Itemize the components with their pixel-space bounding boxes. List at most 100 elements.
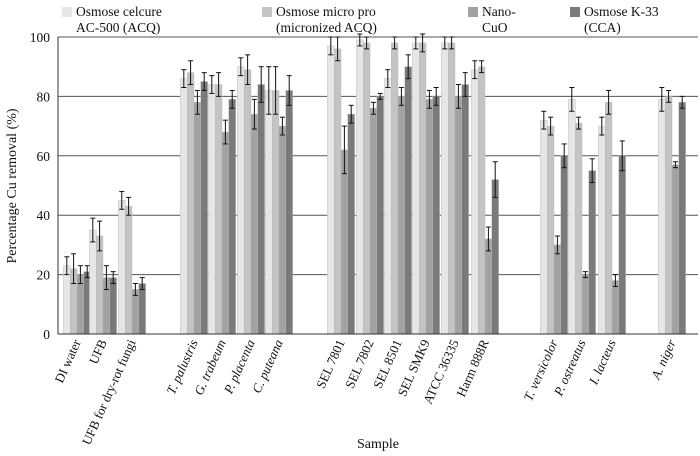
error-bar — [126, 196, 132, 216]
legend-label: (CCA) — [584, 20, 621, 35]
bar — [448, 42, 456, 335]
error-bar — [492, 161, 498, 198]
error-bar — [554, 235, 560, 255]
bar — [658, 99, 666, 335]
y-tick-label: 80 — [37, 89, 51, 104]
error-bar — [90, 217, 96, 243]
error-bar — [666, 89, 672, 103]
error-bar — [606, 89, 612, 115]
error-bar — [569, 86, 575, 112]
bar — [347, 114, 355, 335]
error-bar — [64, 256, 70, 276]
error-bar — [377, 92, 383, 100]
error-bar — [589, 158, 595, 184]
bar — [193, 102, 202, 335]
bar — [484, 238, 493, 335]
error-bar — [286, 75, 292, 106]
legend-item: Nano-CuO — [468, 4, 516, 35]
bar — [356, 39, 364, 335]
error-bar — [279, 116, 285, 136]
legend-label: CuO — [482, 20, 508, 35]
bar — [138, 283, 146, 335]
bar — [250, 114, 259, 335]
bar — [678, 102, 686, 335]
error-bar — [188, 60, 194, 86]
error-bar — [449, 36, 455, 50]
error-bar — [599, 116, 605, 136]
error-bar — [222, 119, 228, 145]
bar — [491, 179, 499, 335]
x-axis-title: Sample — [357, 437, 399, 452]
legend-item: Osmose micro pro(micronized ACQ) — [262, 4, 377, 35]
error-bar — [364, 36, 370, 50]
error-bar — [251, 98, 257, 130]
error-bar — [679, 95, 685, 109]
bar — [340, 149, 349, 335]
error-bar — [181, 69, 187, 88]
bars — [63, 39, 686, 335]
legend-label: AC-500 (ACQ) — [76, 20, 160, 35]
error-bar — [341, 125, 347, 175]
bar — [397, 96, 406, 335]
error-bar — [139, 277, 145, 290]
error-bar — [71, 253, 77, 285]
y-tick-label: 0 — [43, 327, 50, 342]
bar — [618, 155, 626, 335]
bar — [285, 90, 293, 335]
legend-label: Osmose celcure — [76, 4, 162, 19]
error-bar — [672, 161, 678, 169]
error-bar — [194, 89, 200, 115]
y-axis-title: Percentage Cu removal (%) — [5, 108, 20, 263]
bar — [540, 119, 548, 335]
bar — [425, 99, 434, 335]
bar — [384, 78, 392, 335]
error-bar — [348, 104, 354, 124]
x-category-label: UFB — [86, 337, 110, 367]
error-bar — [541, 110, 547, 130]
bar — [200, 81, 208, 335]
legend-swatch — [262, 7, 272, 17]
error-bar — [119, 190, 125, 210]
error-bar — [619, 140, 625, 172]
bar — [237, 66, 245, 335]
bar — [334, 48, 342, 335]
x-category-label: I. lacteus — [585, 337, 618, 388]
bar — [221, 131, 230, 335]
bar — [257, 84, 265, 335]
bar — [327, 45, 335, 335]
error-bar — [258, 66, 264, 103]
error-bar — [413, 36, 419, 50]
y-tick-label: 60 — [37, 149, 51, 164]
bar — [63, 265, 71, 335]
error-bar — [442, 36, 448, 50]
error-bar — [479, 60, 485, 74]
bar — [124, 206, 133, 335]
bar — [404, 66, 412, 335]
error-bar — [266, 66, 272, 115]
error-bar — [245, 54, 251, 86]
bar — [461, 84, 469, 335]
bar — [611, 280, 620, 335]
error-bar — [548, 116, 554, 136]
axes — [57, 37, 698, 335]
error-bar — [201, 72, 207, 91]
x-category-label: DI water — [51, 337, 84, 386]
legend-label: Osmose micro pro — [276, 4, 376, 19]
bar — [553, 244, 562, 335]
bar — [568, 99, 576, 335]
bar — [560, 155, 568, 335]
bar — [376, 96, 384, 335]
error-bar — [335, 36, 341, 62]
bar — [419, 42, 427, 335]
bar — [575, 122, 583, 335]
bar — [369, 108, 378, 335]
error-bar — [238, 57, 244, 77]
legend-swatch — [468, 7, 478, 17]
bar — [89, 229, 97, 335]
bar — [441, 42, 449, 335]
bar — [454, 96, 463, 335]
bar — [243, 69, 252, 335]
bar — [265, 90, 273, 335]
